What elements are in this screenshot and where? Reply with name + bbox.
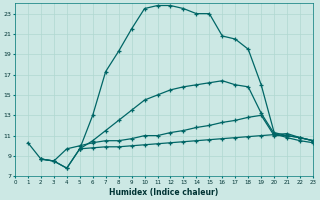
X-axis label: Humidex (Indice chaleur): Humidex (Indice chaleur) bbox=[109, 188, 219, 197]
